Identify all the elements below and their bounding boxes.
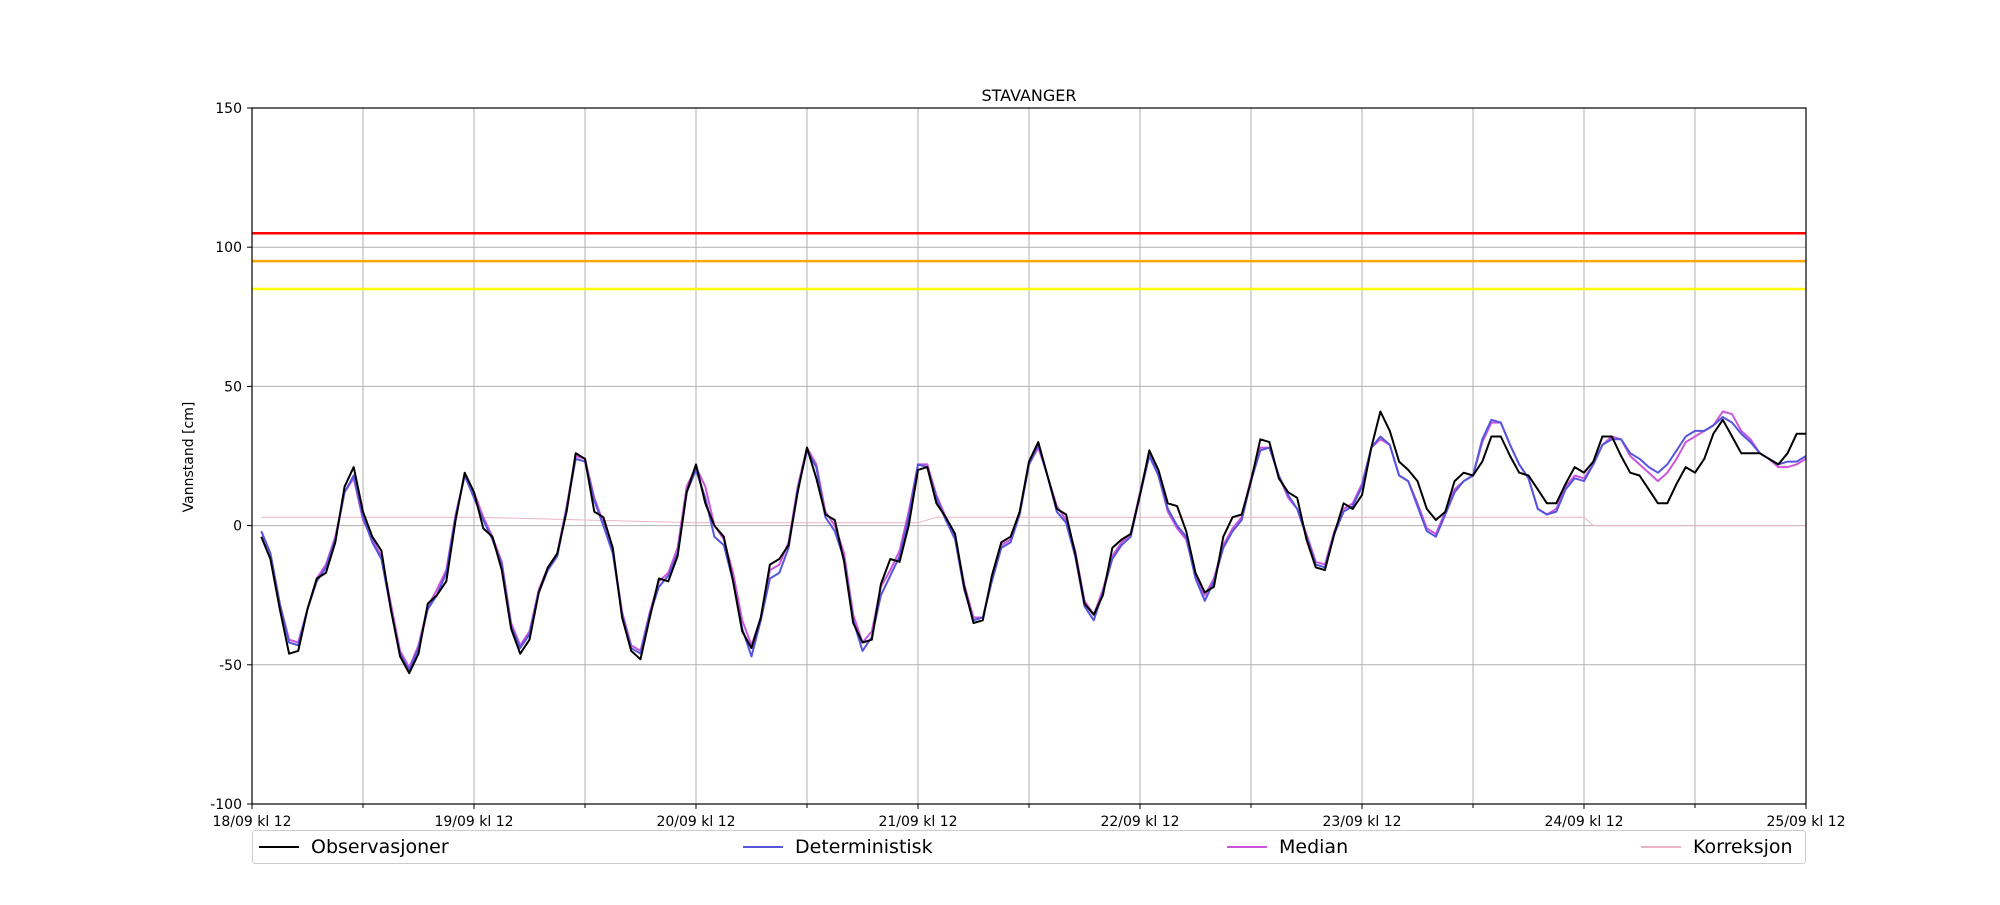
- x-tick-label: 23/09 kl 12: [1322, 814, 1401, 830]
- series-line-deterministisk: [260, 416, 1807, 672]
- y-tick-label: -100: [210, 797, 242, 813]
- x-tick-label: 24/09 kl 12: [1544, 814, 1623, 830]
- x-tick-label: 18/09 kl 12: [212, 814, 291, 830]
- y-tick-label: 150: [215, 101, 242, 117]
- legend-swatch-observasjoner: [259, 846, 299, 848]
- x-tick-label: 25/09 kl 12: [1766, 814, 1845, 830]
- legend-item-observasjoner: Observasjoner: [259, 831, 449, 863]
- y-tick-label: -50: [219, 658, 242, 674]
- y-tick-label: 50: [224, 379, 242, 395]
- legend-label-median: Median: [1279, 836, 1349, 858]
- x-tick-label: 21/09 kl 12: [878, 814, 957, 830]
- legend-item-korreksjon: Korreksjon: [1641, 831, 1793, 863]
- legend-swatch-median: [1227, 846, 1267, 848]
- x-tick-label: 22/09 kl 12: [1100, 814, 1179, 830]
- legend-label-observasjoner: Observasjoner: [311, 836, 449, 858]
- legend-item-deterministisk: Deterministisk: [743, 831, 933, 863]
- x-tick-label: 19/09 kl 12: [434, 814, 513, 830]
- x-tick-label: 20/09 kl 12: [656, 814, 735, 830]
- legend-label-deterministisk: Deterministisk: [795, 836, 933, 858]
- y-axis-label: Vannstand [cm]: [181, 402, 197, 513]
- series-line-korreksjon: [261, 516, 1806, 527]
- chart-title: STAVANGER: [981, 86, 1076, 105]
- y-tick-label: 100: [215, 240, 242, 256]
- legend-swatch-korreksjon: [1641, 846, 1681, 848]
- y-tick-label: 0: [233, 519, 242, 535]
- series-line-observasjoner: [260, 410, 1806, 675]
- legend-item-median: Median: [1227, 831, 1348, 863]
- legend-swatch-deterministisk: [743, 846, 783, 848]
- legend-label-korreksjon: Korreksjon: [1693, 836, 1793, 858]
- legend: Observasjoner Deterministisk Median Korr…: [252, 830, 1806, 864]
